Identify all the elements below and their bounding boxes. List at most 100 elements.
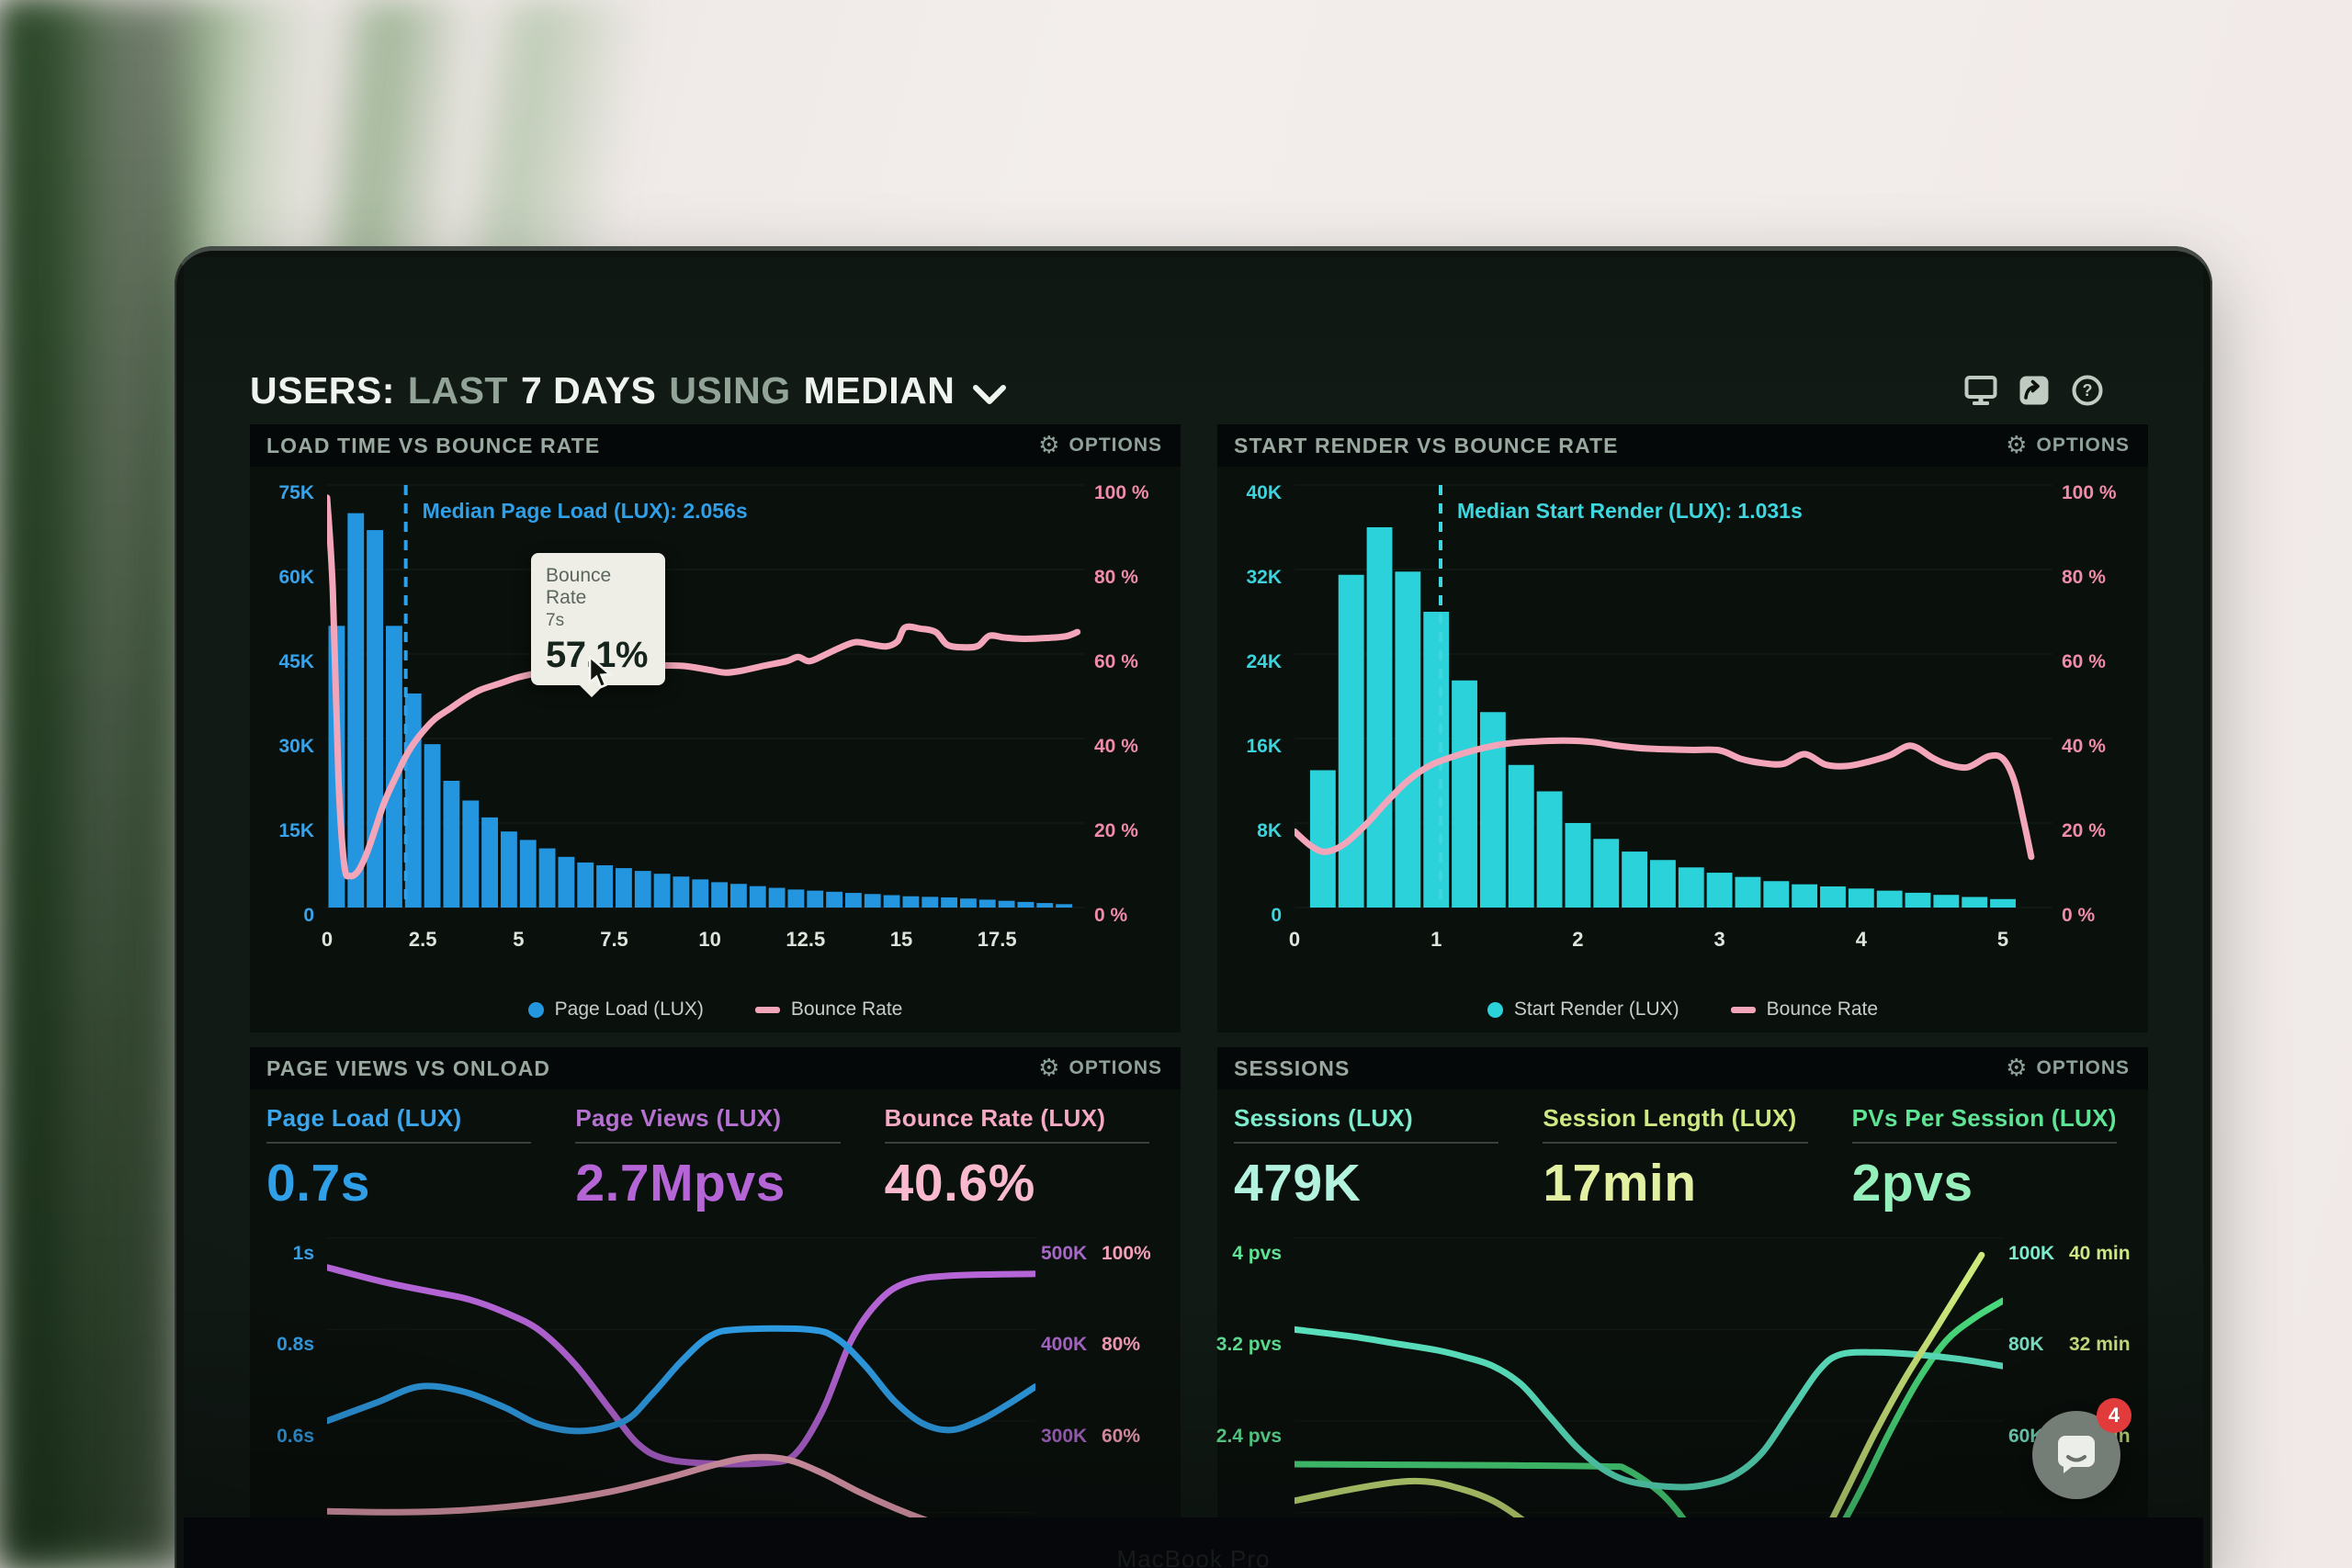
- histogram-bar: [902, 896, 920, 908]
- metric: Session Length (LUX) 17min: [1543, 1104, 1818, 1213]
- histogram-bar: [596, 865, 613, 908]
- title-median: MEDIAN: [803, 368, 956, 412]
- axis-tick-label: 24K: [1246, 651, 1282, 672]
- legend-item[interactable]: Start Render (LUX): [1487, 998, 1679, 1021]
- mouse-cursor-icon: [588, 656, 619, 689]
- axis-tick-label: 100 %: [2062, 482, 2117, 503]
- tooltip-series: Bounce Rate: [546, 565, 612, 608]
- title-users: USERS:: [250, 368, 395, 412]
- x-axis-tick-label: 7.5: [600, 928, 628, 951]
- load-time-chart[interactable]: Median Page Load (LUX): 2.056s 0 2.5 5 7.5 1…: [322, 476, 1085, 987]
- histogram-bar: [1792, 884, 1818, 908]
- x-axis-tick-label: 5: [513, 928, 525, 951]
- x-axis-tick-label: 4: [1855, 928, 1867, 951]
- axis-tick-label: 0.6s: [277, 1425, 314, 1447]
- metric-value: 479K: [1234, 1154, 1362, 1213]
- chart-area: 1s0.8s0.6s0.4s 500K100%400K80%300K60%200…: [250, 1209, 1181, 1517]
- panel-title: SESSIONS: [1234, 1055, 1351, 1080]
- histogram-bar: [883, 895, 900, 908]
- histogram-bar: [519, 840, 537, 908]
- histogram-bar: [424, 744, 441, 908]
- panel-page-views-vs-onload: PAGE VIEWS VS ONLOAD ⚙ OPTIONS Page Load…: [250, 1047, 1181, 1517]
- legend-item[interactable]: Bounce Rate: [1730, 998, 1879, 1021]
- share-icon[interactable]: [2018, 374, 2051, 407]
- page-views-chart[interactable]: [327, 1218, 1035, 1517]
- options-button[interactable]: ⚙ OPTIONS: [1038, 1055, 1162, 1082]
- histogram-bar: [1366, 527, 1393, 908]
- legend-item[interactable]: Bounce Rate: [754, 998, 902, 1021]
- x-axis-tick-label: 17.5: [977, 928, 1017, 951]
- panel-start-render-vs-bounce-rate: START RENDER VS BOUNCE RATE ⚙ OPTIONS 40…: [1217, 424, 2148, 1032]
- histogram-bar: [768, 887, 786, 908]
- histogram-bar: [1706, 873, 1733, 908]
- histogram-bar: [653, 874, 671, 908]
- y-axis-left: 75K 60K 45K 30K 15K 0: [250, 476, 327, 987]
- x-axis-tick-label: 10: [698, 928, 721, 951]
- display-icon[interactable]: [1964, 374, 1997, 407]
- axis-tick-label: 4 pvs: [1232, 1242, 1282, 1264]
- axis-tick-label: 3.2 pvs: [1216, 1334, 1282, 1356]
- sessions-chart-svg: [1295, 1237, 2003, 1517]
- options-button[interactable]: ⚙ OPTIONS: [1038, 432, 1162, 459]
- options-button[interactable]: ⚙ OPTIONS: [2006, 432, 2130, 459]
- legend-dash-icon: [754, 1006, 780, 1013]
- histogram-bar: [1763, 881, 1790, 908]
- histogram-bar: [386, 626, 402, 908]
- panel-header: SESSIONS ⚙ OPTIONS: [1217, 1047, 2148, 1089]
- panel-load-time-vs-bounce-rate: LOAD TIME VS BOUNCE RATE ⚙ OPTIONS 75K 60…: [250, 424, 1181, 1032]
- help-icon[interactable]: ?: [2071, 374, 2104, 407]
- histogram-bar: [1905, 892, 1931, 908]
- histogram-bar: [749, 886, 766, 908]
- x-axis-tick-label: 12.5: [786, 928, 826, 951]
- start-render-chart[interactable]: Median Start Render (LUX): 1.031s 0 1 2 3 4 5: [1289, 476, 2052, 987]
- x-axis-tick-label: 3: [1713, 928, 1725, 951]
- histogram-bar: [1820, 886, 1846, 908]
- trend-line: [327, 1264, 1035, 1468]
- axis-tick-label: 2.4 pvs: [1216, 1425, 1282, 1447]
- metric-summary-row: Sessions (LUX) 479K Session Length (LUX) 17…: [1217, 1089, 2148, 1213]
- axis-tick-label: 0 %: [1094, 905, 1128, 926]
- legend-label: Bounce Rate: [1766, 998, 1879, 1020]
- chat-unread-badge: 4: [2097, 1398, 2132, 1433]
- axis-tick-label: 45K: [278, 651, 314, 672]
- histogram-bar: [443, 781, 460, 908]
- y-axis-right: 100 % 80 % 60 % 40 % 20 % 0 %: [2052, 476, 2148, 987]
- histogram-bar: [577, 862, 594, 908]
- axis-tick-label: 60 %: [2062, 651, 2106, 672]
- metric-value: 2.7Mpvs: [575, 1154, 786, 1213]
- legend-dot-icon: [527, 1001, 544, 1018]
- legend-dash-icon: [1730, 1006, 1756, 1013]
- page-title-dropdown[interactable]: USERS: LAST 7 DAYS USING MEDIAN: [250, 367, 1007, 414]
- metric-value: 17min: [1543, 1154, 1697, 1213]
- metric-label: Page Load (LUX): [266, 1104, 462, 1132]
- metric-value: 2pvs: [1851, 1154, 1973, 1213]
- metric: Page Views (LUX) 2.7Mpvs: [575, 1104, 851, 1213]
- histogram-bar: [941, 897, 957, 908]
- axis-tick-label: 40 %: [1094, 736, 1138, 757]
- gear-icon: ⚙: [2006, 1055, 2028, 1082]
- axis-tick-label: 0.8s: [277, 1334, 314, 1356]
- metric-value: 0.7s: [266, 1154, 370, 1213]
- page-views-chart-svg: [327, 1237, 1035, 1517]
- histogram-bar: [616, 868, 632, 908]
- chart-area: 75K 60K 45K 30K 15K 0 Median Page Load (LUX):…: [250, 467, 1181, 987]
- trend-line: [1295, 1325, 2003, 1491]
- axis-tick-label: 60K: [278, 567, 314, 588]
- legend-item[interactable]: Page Load (LUX): [527, 998, 704, 1021]
- x-axis-tick-label: 2.5: [408, 928, 437, 951]
- title-7days: 7 DAYS: [520, 368, 657, 412]
- histogram-bar: [807, 890, 824, 908]
- metric-label: Session Length (LUX): [1543, 1104, 1797, 1132]
- options-button[interactable]: ⚙ OPTIONS: [2006, 1055, 2130, 1082]
- sessions-chart[interactable]: [1295, 1218, 2003, 1517]
- histogram-bar: [1395, 571, 1421, 908]
- histogram-bar: [1650, 860, 1676, 908]
- metric: Bounce Rate (LUX) 40.6%: [884, 1104, 1160, 1213]
- axis-tick-label: 400K 80%: [1041, 1334, 1141, 1356]
- panel-title: LOAD TIME VS BOUNCE RATE: [266, 433, 601, 457]
- histogram-bar: [845, 893, 862, 908]
- legend-label: Start Render (LUX): [1513, 998, 1679, 1020]
- background-shadow: [0, 0, 184, 1568]
- dashboard-topbar: USERS: LAST 7 DAYS USING MEDIAN ?: [250, 360, 2148, 421]
